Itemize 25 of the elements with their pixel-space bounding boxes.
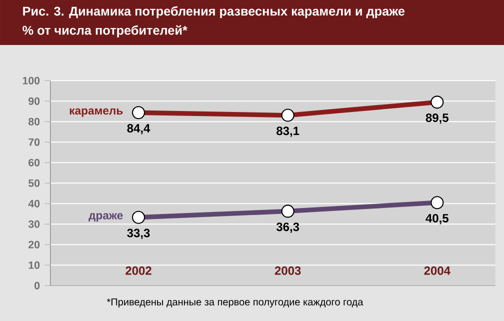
series-label: карамель — [70, 108, 123, 117]
y-tick-label: 70 — [28, 138, 40, 146]
chart-title: Рис. 3. Динамика потребления развесных карамели и драже — [23, 6, 405, 18]
data-label: 36,3 — [276, 222, 300, 233]
y-tick-label: 100 — [22, 76, 40, 84]
y-tick-label: 60 — [28, 158, 40, 166]
data-label: 89,5 — [426, 114, 448, 124]
x-tick-label: 2003 — [274, 266, 301, 275]
series-label: драже — [88, 213, 123, 222]
y-tick-label: 30 — [28, 220, 40, 228]
chart-subtitle: % от числа потребителей* — [22, 25, 188, 38]
data-label: 40,5 — [426, 214, 448, 224]
y-tick-label: 0 — [34, 282, 40, 290]
data-label: 83,1 — [276, 126, 300, 137]
y-tick-label: 20 — [28, 240, 40, 248]
y-tick-label: 10 — [28, 261, 40, 269]
y-tick-label: 50 — [28, 179, 40, 187]
text: *Приведены данные за первое полугодие каждого года — [106, 298, 364, 308]
y-tick-label: 80 — [28, 118, 40, 126]
data-label: 33,3 — [127, 228, 150, 239]
data-label: 84,4 — [127, 124, 150, 134]
y-tick-label: 90 — [28, 97, 40, 105]
x-tick-label: 2002 — [126, 266, 152, 275]
x-tick-label: 2004 — [424, 266, 450, 275]
y-tick-label: 40 — [28, 200, 40, 208]
